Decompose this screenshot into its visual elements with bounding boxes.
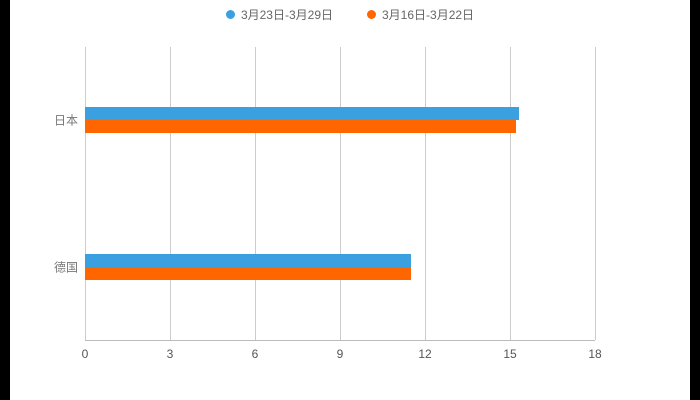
gridline: [340, 47, 341, 340]
gridline: [425, 47, 426, 340]
bar-blue: [85, 253, 411, 267]
x-tick-label: 18: [588, 347, 602, 361]
gridline: [85, 47, 86, 340]
gridline: [510, 47, 511, 340]
x-tick-label: 15: [503, 347, 517, 361]
legend-swatch-orange-icon: [367, 10, 376, 19]
x-tick-label: 12: [418, 347, 432, 361]
bar-blue: [85, 107, 519, 121]
page-edge-left: [0, 0, 10, 400]
legend: 3月23日-3月29日 3月16日-3月22日: [0, 6, 700, 23]
gridline: [595, 47, 596, 340]
x-tick-label: 9: [336, 347, 344, 361]
legend-item-week2[interactable]: 3月23日-3月29日: [225, 6, 333, 23]
gridline: [170, 47, 171, 340]
category-label: 德国: [53, 260, 78, 275]
x-tick-label: 3: [166, 347, 174, 361]
legend-swatch-blue-icon: [225, 10, 235, 19]
bar-orange: [85, 120, 516, 134]
legend-label: 3月16日-3月22日: [382, 8, 475, 22]
x-tick-label: 6: [251, 347, 259, 361]
legend-label: 3月23日-3月29日: [240, 8, 333, 22]
legend-item-week1[interactable]: 3月16日-3月22日: [367, 6, 474, 23]
page-edge-right: [690, 0, 700, 400]
plot-area: [85, 47, 596, 341]
bar-orange: [85, 266, 411, 280]
category-label: 日本: [53, 113, 78, 128]
x-tick-label: 0: [81, 347, 89, 361]
gridline: [255, 47, 256, 340]
